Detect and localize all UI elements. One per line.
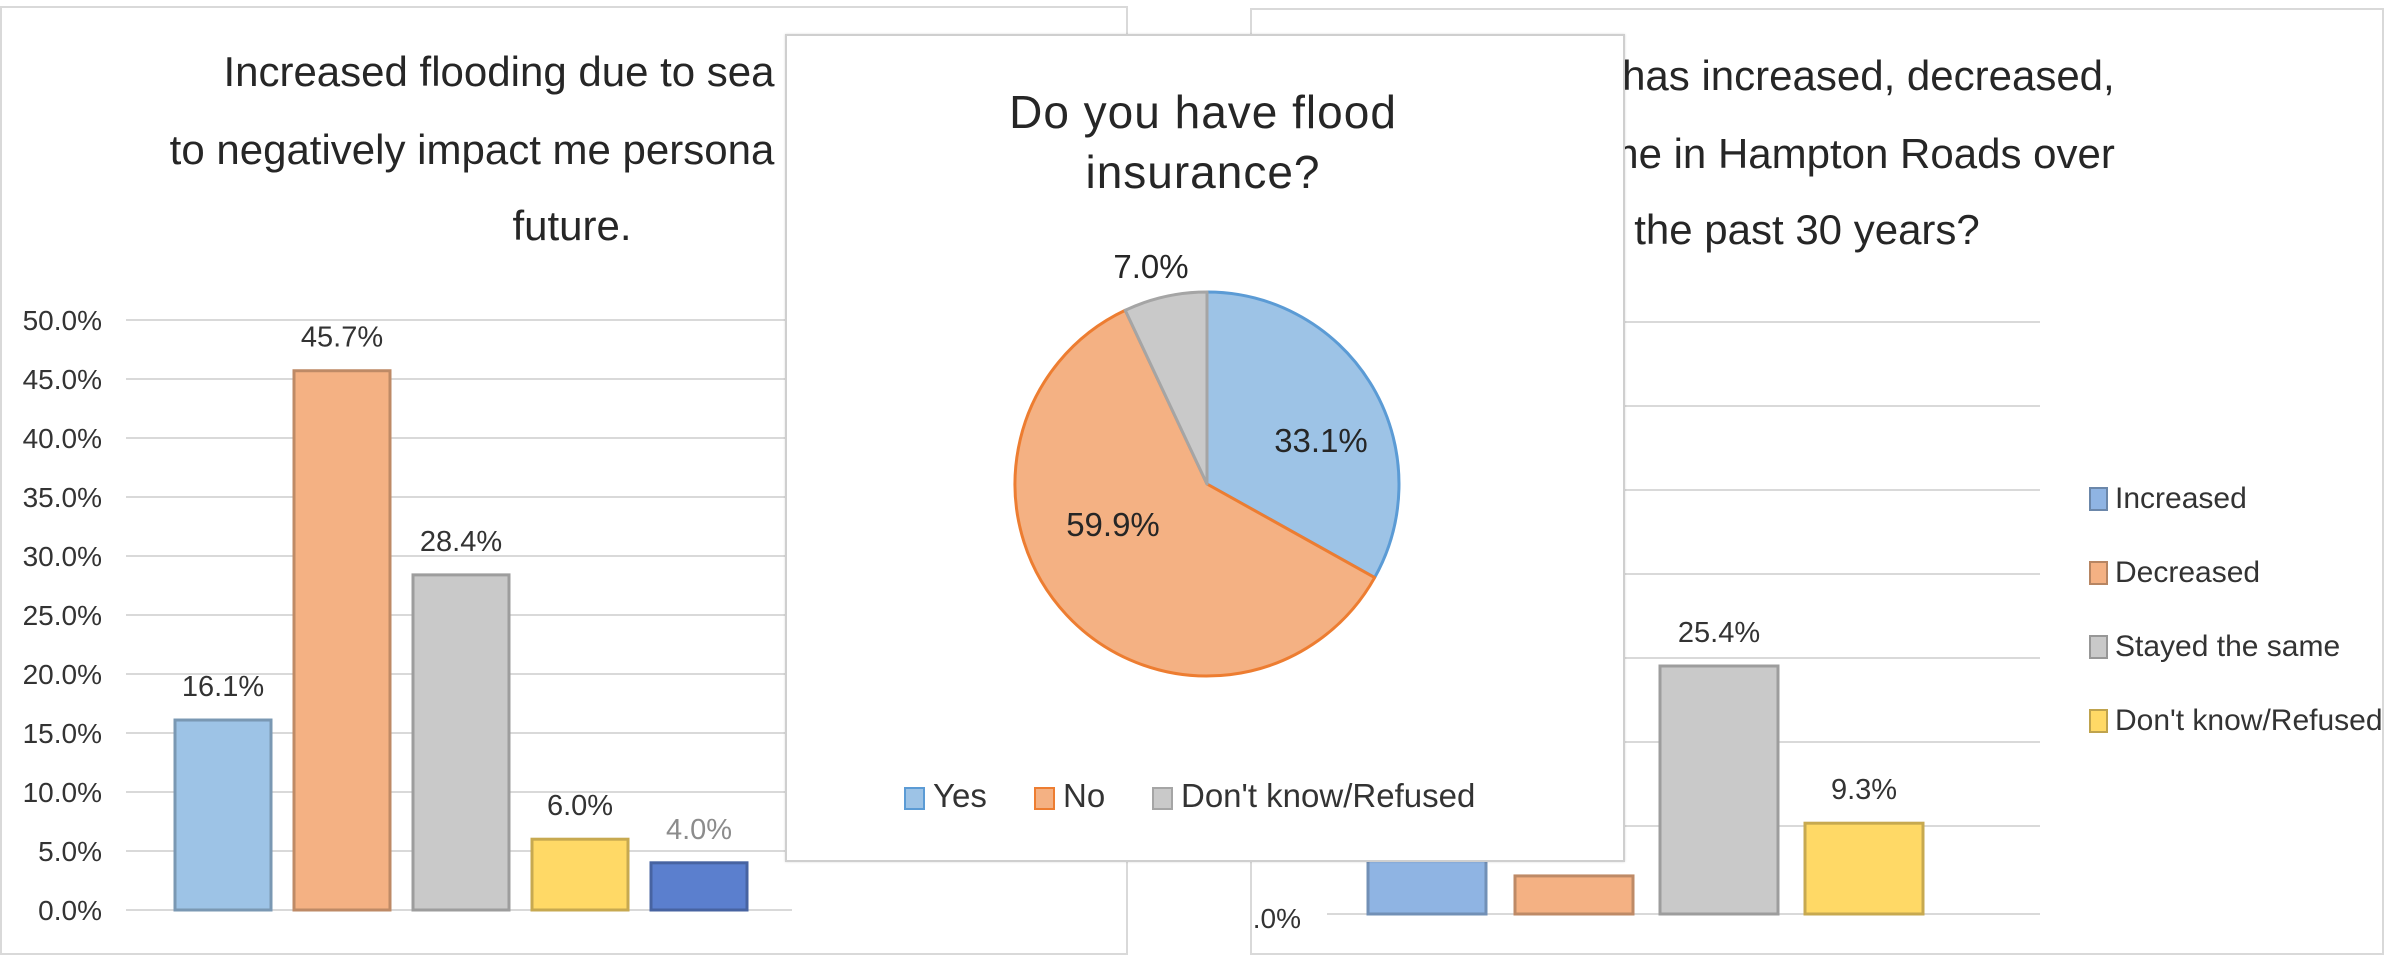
- y-tick-label: 5.0%: [38, 836, 102, 867]
- bar-data-label: 6.0%: [547, 790, 613, 822]
- legend-label: Yes: [933, 777, 987, 814]
- bar: [173, 718, 273, 912]
- legend-label: Decreased: [2115, 556, 2260, 589]
- y-tick-label: 35.0%: [23, 482, 102, 513]
- pie-data-label: 59.9%: [1066, 506, 1160, 543]
- bar: [649, 861, 749, 912]
- legend-label: Increased: [2115, 482, 2247, 515]
- y-tick-label: 50.0%: [23, 305, 102, 336]
- bar-data-label: 4.0%: [666, 814, 732, 846]
- legend-label: Don't know/Refused: [2115, 704, 2383, 737]
- bar-data-label: 9.3%: [1831, 774, 1897, 806]
- legend-label: No: [1063, 777, 1105, 814]
- y-tick-label: 0.0%: [1252, 903, 1301, 934]
- bar: [1803, 821, 1925, 916]
- right-bar-chart: flooding has increased, decreased,the sa…: [1252, 52, 2383, 934]
- chart-title-line: insurance?: [1085, 146, 1320, 198]
- pie-data-label: 7.0%: [1113, 248, 1188, 285]
- bar: [292, 369, 392, 912]
- left-bar-chart: Increased flooding due to sea level to ne…: [23, 48, 873, 926]
- y-tick-label: 15.0%: [23, 718, 102, 749]
- y-tick-label: 0.0%: [38, 895, 102, 926]
- bar-data-label: 28.4%: [420, 526, 502, 558]
- legend-swatch: [2089, 561, 2108, 585]
- legend-label: Stayed the same: [2115, 630, 2340, 663]
- y-tick-label: 45.0%: [23, 364, 102, 395]
- bar: [1513, 874, 1635, 916]
- chart-title-line: to negatively impact me persona: [170, 126, 775, 173]
- legend-label: Don't know/Refused: [1181, 777, 1475, 814]
- bar-data-label: 16.1%: [182, 671, 264, 703]
- y-tick-label: 40.0%: [23, 423, 102, 454]
- pie-slice: [1123, 290, 1209, 486]
- chart-title-line: future.: [512, 202, 631, 249]
- chart-title-line: Do you have flood: [1009, 86, 1397, 138]
- y-tick-label: 20.0%: [23, 659, 102, 690]
- y-tick-label: 30.0%: [23, 541, 102, 572]
- legend-swatch: [2089, 487, 2108, 511]
- middle-pie-chart: Do you have flood insurance? 33.1% 59.9% 7.0…: [904, 86, 1475, 814]
- legend-swatch: [904, 787, 925, 810]
- middle-chart-panel: Do you have flood insurance? 33.1% 59.9% 7.0…: [785, 34, 1625, 862]
- chart-title-line: Increased flooding due to sea level: [223, 48, 872, 95]
- y-tick-label: 25.0%: [23, 600, 102, 631]
- pie-data-label: 33.1%: [1274, 422, 1368, 459]
- legend-swatch: [1034, 787, 1055, 810]
- bar: [530, 837, 630, 912]
- legend-swatch: [2089, 709, 2108, 733]
- bar-data-label: 45.7%: [301, 322, 383, 354]
- pie-slice: [1013, 308, 1377, 678]
- bar: [1658, 664, 1780, 916]
- legend-swatch: [1152, 787, 1173, 810]
- y-tick-label: 10.0%: [23, 777, 102, 808]
- bar-data-label: 25.4%: [1678, 617, 1760, 649]
- bar: [1366, 854, 1488, 916]
- chart-title-line: the past 30 years?: [1634, 206, 1980, 253]
- pie-slice: [1205, 290, 1401, 580]
- bar: [411, 573, 511, 912]
- legend-swatch: [2089, 635, 2108, 659]
